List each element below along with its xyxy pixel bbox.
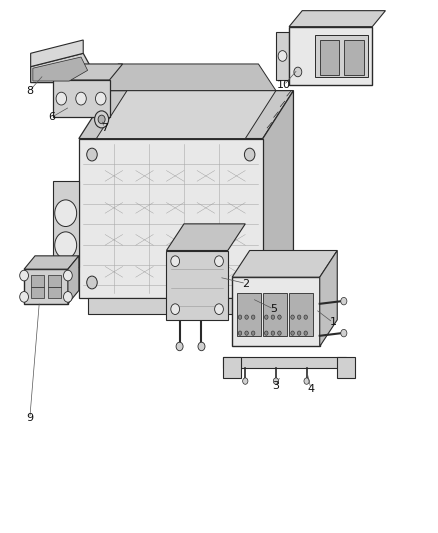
Text: 2: 2: [243, 279, 250, 288]
Text: 9: 9: [26, 414, 33, 423]
Circle shape: [304, 331, 307, 335]
Text: 7: 7: [101, 123, 108, 133]
Circle shape: [87, 276, 97, 289]
Bar: [31, 287, 44, 298]
Polygon shape: [166, 251, 228, 320]
Text: 1: 1: [329, 318, 336, 327]
Circle shape: [55, 232, 77, 259]
Polygon shape: [24, 256, 79, 269]
Circle shape: [265, 315, 268, 319]
Bar: [53, 80, 110, 117]
Polygon shape: [276, 32, 289, 80]
Circle shape: [278, 315, 281, 319]
Circle shape: [176, 342, 183, 351]
Circle shape: [95, 92, 106, 105]
Circle shape: [238, 331, 242, 335]
Circle shape: [244, 276, 255, 289]
Polygon shape: [79, 139, 263, 298]
Circle shape: [171, 304, 180, 314]
Circle shape: [198, 342, 205, 351]
Bar: [344, 40, 364, 75]
Polygon shape: [223, 357, 346, 368]
Text: 5: 5: [270, 304, 277, 314]
Circle shape: [294, 67, 302, 77]
Bar: [320, 40, 339, 75]
Circle shape: [56, 92, 67, 105]
Polygon shape: [101, 64, 276, 91]
Circle shape: [215, 256, 223, 266]
Circle shape: [76, 92, 86, 105]
Circle shape: [215, 304, 223, 314]
Circle shape: [245, 315, 248, 319]
Circle shape: [98, 115, 105, 124]
Polygon shape: [337, 357, 355, 378]
Circle shape: [243, 378, 248, 384]
Text: 10: 10: [277, 80, 291, 90]
Text: 4: 4: [307, 384, 314, 394]
Circle shape: [64, 270, 72, 281]
Circle shape: [20, 270, 28, 281]
Circle shape: [20, 292, 28, 302]
Circle shape: [304, 378, 309, 384]
Bar: [289, 293, 313, 336]
Circle shape: [87, 148, 97, 161]
Polygon shape: [88, 298, 254, 314]
Bar: [232, 277, 320, 346]
Circle shape: [244, 148, 255, 161]
Circle shape: [341, 297, 347, 305]
Circle shape: [251, 331, 255, 335]
Polygon shape: [31, 53, 92, 83]
Circle shape: [291, 331, 294, 335]
Polygon shape: [68, 256, 79, 304]
Bar: [24, 269, 68, 304]
Polygon shape: [232, 251, 337, 277]
Circle shape: [251, 315, 255, 319]
Polygon shape: [53, 64, 123, 80]
Circle shape: [238, 315, 242, 319]
Text: 3: 3: [272, 382, 279, 391]
Polygon shape: [289, 11, 385, 27]
Circle shape: [245, 331, 248, 335]
Circle shape: [271, 331, 275, 335]
Bar: [48, 275, 61, 287]
Polygon shape: [166, 224, 245, 251]
Bar: [237, 293, 261, 336]
Circle shape: [55, 200, 77, 227]
Circle shape: [341, 329, 347, 337]
Circle shape: [297, 331, 301, 335]
Polygon shape: [31, 40, 83, 67]
Bar: [289, 27, 372, 85]
Polygon shape: [79, 91, 293, 139]
Polygon shape: [320, 251, 337, 346]
Circle shape: [304, 315, 307, 319]
Polygon shape: [263, 91, 293, 298]
Bar: [31, 275, 44, 287]
Polygon shape: [96, 91, 276, 139]
Circle shape: [273, 378, 279, 384]
Circle shape: [171, 256, 180, 266]
Text: 8: 8: [26, 86, 33, 95]
Bar: [315, 35, 368, 77]
Circle shape: [278, 331, 281, 335]
Bar: [263, 293, 287, 336]
Text: 6: 6: [48, 112, 55, 122]
Circle shape: [95, 111, 109, 128]
Circle shape: [297, 315, 301, 319]
Circle shape: [265, 331, 268, 335]
Circle shape: [271, 315, 275, 319]
Circle shape: [291, 315, 294, 319]
Polygon shape: [223, 357, 241, 378]
Circle shape: [64, 292, 72, 302]
Circle shape: [278, 51, 287, 61]
Bar: [48, 287, 61, 298]
Polygon shape: [53, 181, 79, 266]
Polygon shape: [33, 57, 88, 81]
